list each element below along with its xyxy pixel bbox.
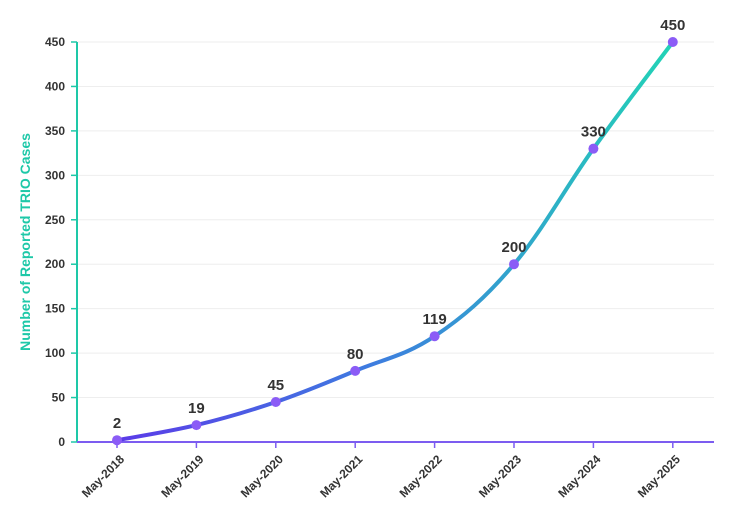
data-label: 2	[113, 415, 121, 432]
x-tick-label: May-2019	[158, 452, 206, 500]
data-label: 45	[267, 377, 284, 394]
x-tick-label: May-2024	[555, 452, 603, 500]
series-line	[115, 40, 675, 443]
data-label: 450	[660, 17, 685, 34]
x-tick-label: May-2022	[397, 452, 445, 500]
y-tick-label: 300	[45, 168, 65, 182]
data-point	[270, 397, 281, 407]
x-tick-label: May-2023	[476, 452, 524, 500]
data-label: 200	[501, 239, 526, 256]
x-tick-label: May-2018	[79, 452, 127, 500]
x-tick-label: May-2020	[238, 452, 286, 500]
y-tick-label: 100	[45, 346, 65, 360]
y-tick-label: 350	[45, 124, 65, 138]
y-tick-label: 0	[58, 435, 65, 449]
data-label: 80	[347, 346, 364, 363]
data-point	[588, 143, 599, 154]
x-tick-label: May-2025	[635, 452, 683, 500]
data-point	[350, 365, 361, 376]
data-label: 119	[422, 311, 446, 328]
data-point	[509, 259, 519, 270]
y-tick-label: 50	[52, 391, 66, 405]
x-tick-label: May-2021	[317, 452, 365, 500]
y-tick-label: 150	[45, 302, 65, 316]
y-tick-label: 250	[45, 213, 65, 227]
data-point	[191, 420, 202, 431]
data-point	[667, 37, 678, 47]
y-tick-label: 400	[45, 79, 65, 93]
y-tick-label: 200	[45, 257, 65, 271]
data-point	[112, 435, 122, 446]
data-point	[429, 331, 440, 342]
data-label: 330	[581, 124, 606, 141]
data-label: 19	[188, 400, 205, 417]
y-tick-label: 450	[45, 35, 65, 49]
